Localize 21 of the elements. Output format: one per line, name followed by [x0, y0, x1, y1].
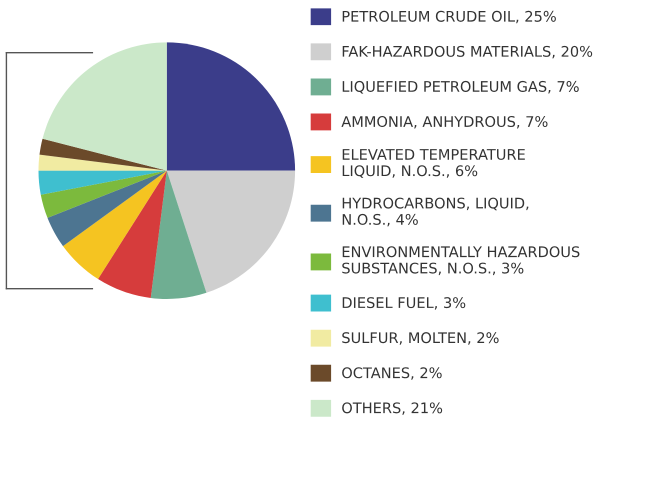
pie-slice — [62, 170, 167, 280]
legend-label: OCTANES, 2% — [342, 367, 442, 380]
legend-label: AMMONIA, ANHYDROUS, 7% — [341, 116, 548, 129]
pie-slice — [48, 170, 167, 246]
legend-label: ENVIRONMENTALLY HAZARDOUS SUBSTANCES, N.O.S., 3% — [342, 246, 580, 276]
legend-label: SULFUR, MOLTEN, 2% — [342, 332, 499, 345]
pie-slice — [150, 170, 206, 299]
legend-label: ELEVATED TEMPERATURE LIQUID, N.O.S., 6% — [342, 149, 525, 178]
pie-slice — [98, 170, 167, 298]
legend-label: HYDROCARBONS, LIQUID, N.O.S., 4% — [342, 198, 528, 226]
pie-slice — [38, 170, 167, 195]
legend-label: DIESEL FUEL, 3% — [342, 297, 466, 310]
pie-slice — [166, 42, 296, 171]
pie-slice — [40, 170, 167, 218]
legend-label: FAK-HAZARDOUS MATERIALS, 20% — [342, 46, 592, 58]
pie-slice — [42, 42, 167, 171]
legend-label: PETROLEUM CRUDE OIL, 25% — [342, 10, 556, 24]
legend-label: OTHERS, 21% — [342, 402, 442, 415]
pie-slice — [166, 170, 296, 293]
legend-label: LIQUEFIED PETROLEUM GAS, 7% — [342, 80, 579, 94]
pie-slice — [40, 138, 167, 171]
